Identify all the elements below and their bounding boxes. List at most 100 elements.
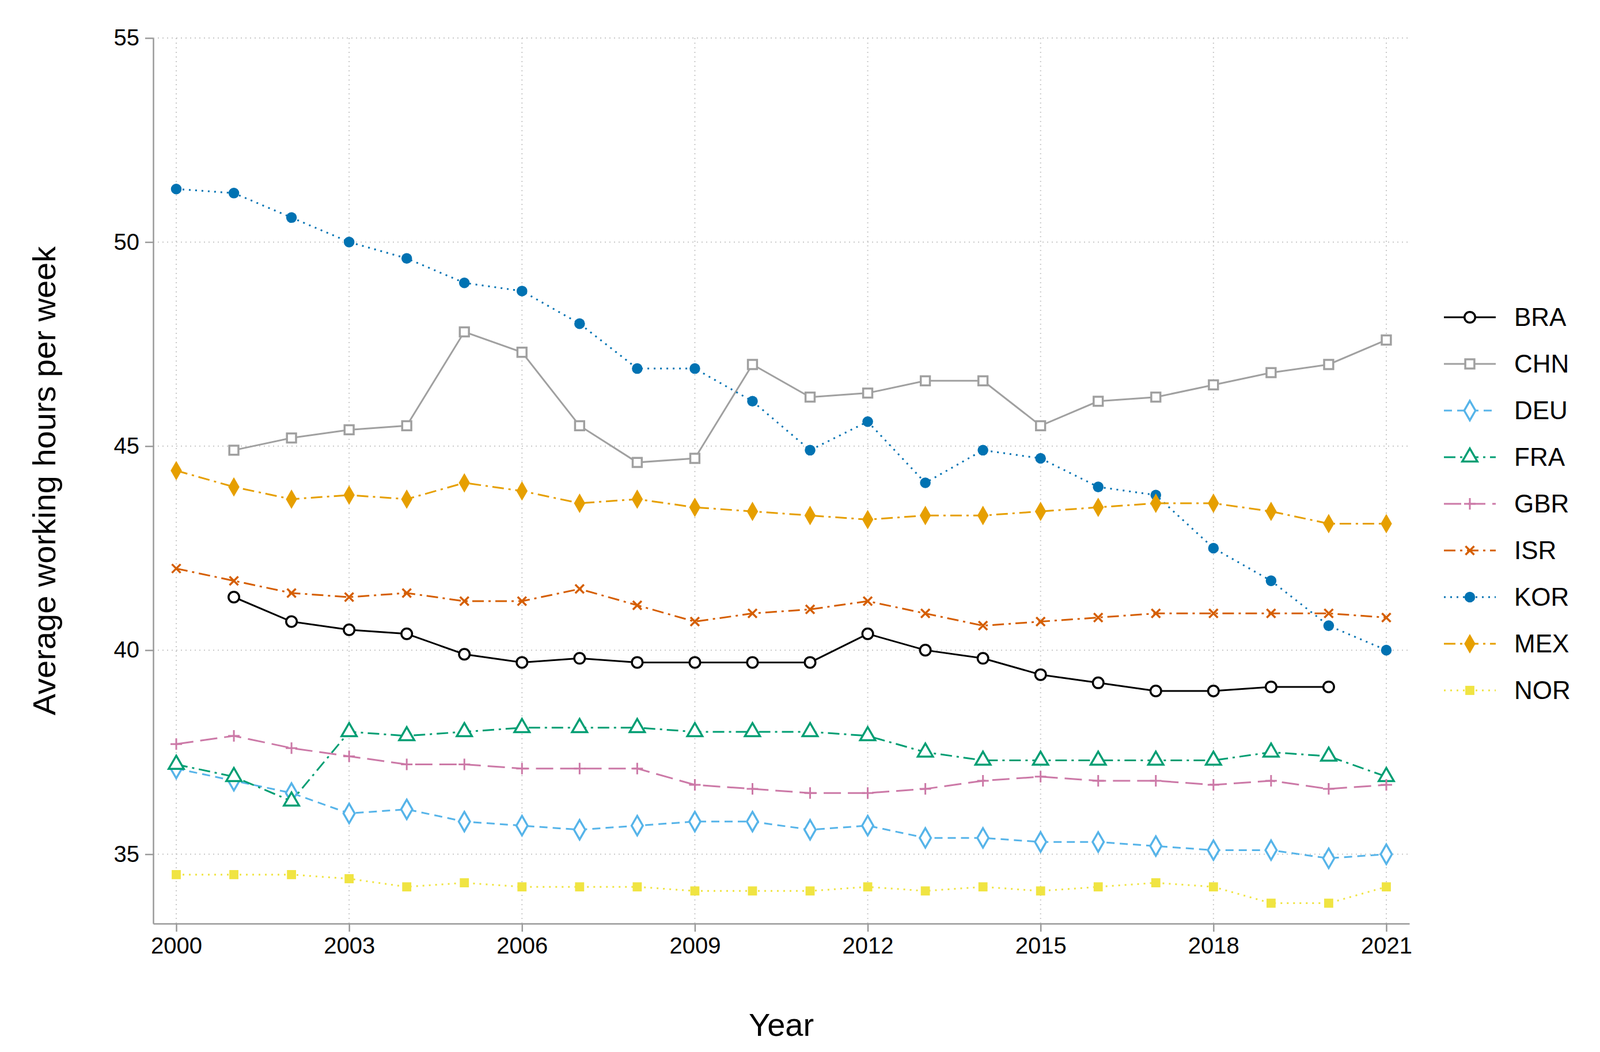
grid-line-x [1040, 38, 1042, 924]
marker-group [1324, 359, 1334, 370]
marker-group [1151, 609, 1160, 618]
marker-group [1266, 899, 1276, 909]
marker [1208, 609, 1218, 618]
marker-group [920, 609, 930, 618]
marker-group [1092, 497, 1105, 518]
y-tick-mark [145, 37, 154, 40]
marker [1093, 613, 1103, 623]
marker [919, 477, 931, 489]
marker-group [859, 727, 875, 741]
marker [343, 750, 355, 762]
marker [286, 212, 298, 224]
marker [283, 792, 299, 806]
marker-group [287, 588, 297, 598]
marker [746, 783, 758, 795]
marker-group [1093, 613, 1103, 623]
marker-group [690, 617, 700, 627]
grid [153, 38, 1410, 924]
marker-group [978, 621, 988, 631]
legend-marker [1464, 634, 1476, 654]
marker [632, 457, 642, 468]
marker-group [458, 812, 470, 832]
marker [1206, 751, 1222, 765]
marker-group [1208, 685, 1220, 697]
marker [1322, 783, 1335, 795]
marker [285, 489, 298, 510]
marker [571, 719, 587, 733]
marker-group [343, 750, 355, 762]
marker-group [574, 318, 586, 330]
legend-marker-group [1464, 312, 1476, 324]
marker-group [517, 347, 527, 358]
legend: BRACHNDEUFRAGBRISRKORMEXNOR [1443, 302, 1571, 705]
marker [687, 723, 703, 737]
series-line [176, 568, 1387, 626]
marker-group [402, 421, 412, 431]
marker [1150, 836, 1162, 856]
marker-group [285, 742, 298, 754]
marker [1208, 543, 1220, 555]
y-tick-mark [145, 649, 154, 652]
marker [977, 653, 989, 665]
marker [1033, 751, 1049, 765]
marker-group [1092, 677, 1104, 689]
marker [459, 277, 470, 289]
marker-group [920, 376, 931, 386]
legend-item: GBR [1443, 489, 1569, 518]
marker-group [575, 584, 585, 594]
marker [690, 886, 700, 896]
marker [632, 882, 642, 892]
marker [1150, 775, 1162, 787]
marker [1034, 771, 1047, 783]
marker [747, 812, 759, 832]
marker [1266, 368, 1276, 378]
marker-group [574, 421, 585, 431]
marker-group [1207, 493, 1220, 514]
marker [632, 601, 642, 610]
y-axis: 3540455055 [114, 24, 154, 924]
marker [689, 657, 701, 669]
marker [804, 657, 816, 669]
marker [168, 755, 184, 769]
marker [1208, 685, 1220, 697]
marker-group [456, 723, 472, 737]
marker [859, 727, 875, 741]
legend-item: FRA [1443, 442, 1566, 472]
legend-label: MEX [1514, 629, 1569, 658]
marker-group [1322, 783, 1335, 795]
y-tick: 40 [114, 637, 154, 663]
marker-group [978, 882, 988, 892]
marker [286, 870, 297, 880]
marker [402, 421, 412, 431]
legend-marker-group [1465, 685, 1475, 696]
series [170, 460, 1392, 534]
marker [744, 723, 760, 737]
marker [1034, 669, 1046, 681]
series-line [176, 768, 1387, 859]
marker [460, 597, 469, 606]
marker [516, 285, 528, 297]
marker-group [1148, 751, 1164, 765]
marker [229, 445, 239, 456]
marker [862, 787, 874, 799]
marker-group [747, 812, 759, 832]
marker-group [172, 564, 181, 574]
x-tick: 2003 [323, 923, 375, 959]
marker-group [400, 759, 413, 771]
marker-group [631, 489, 644, 510]
marker-group [574, 820, 586, 840]
marker-group [171, 183, 183, 195]
marker [1034, 832, 1047, 852]
marker [747, 396, 758, 408]
marker-group [1322, 848, 1335, 869]
marker [1381, 645, 1393, 657]
marker [689, 812, 701, 832]
marker [517, 597, 527, 606]
marker [341, 723, 357, 737]
marker [1092, 497, 1105, 518]
legend-item: DEU [1443, 396, 1568, 425]
marker [1148, 751, 1164, 765]
marker-group [343, 624, 355, 636]
marker [1151, 392, 1161, 403]
legend-label: KOR [1514, 582, 1569, 612]
